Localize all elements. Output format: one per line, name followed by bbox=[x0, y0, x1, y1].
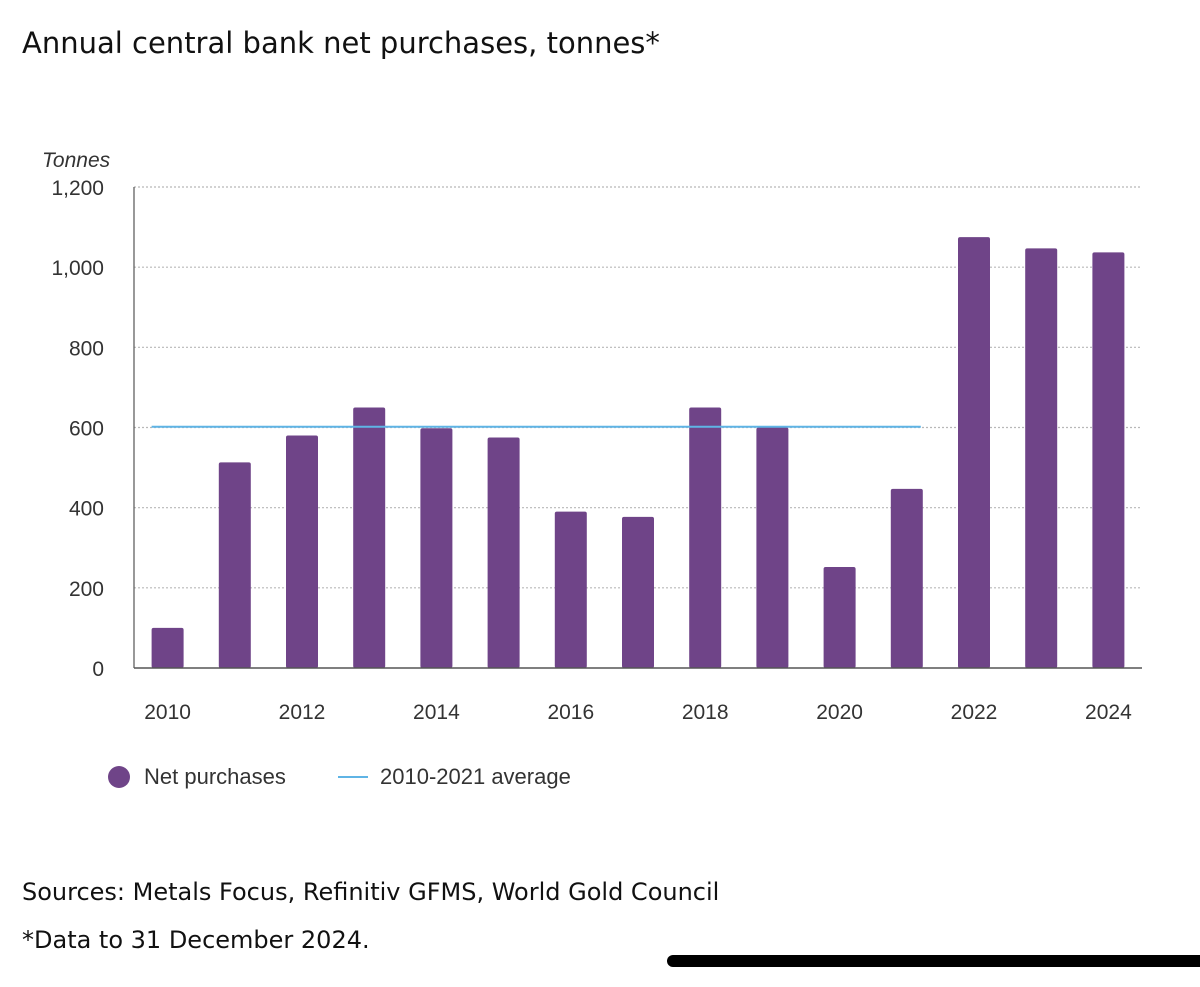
bar-2010 bbox=[151, 627, 184, 668]
bar-2020 bbox=[823, 566, 856, 668]
y-axis-ticks: 0 200 400 600 800 1,000 1,200 bbox=[51, 177, 104, 681]
source-note: Sources: Metals Focus, Refinitiv GFMS, W… bbox=[22, 878, 720, 906]
bars bbox=[151, 237, 1125, 669]
x-tick-label: 2014 bbox=[413, 701, 460, 724]
bar-2022 bbox=[958, 237, 990, 668]
y-axis-label: Tonnes bbox=[42, 149, 111, 172]
bar-2011 bbox=[218, 462, 251, 668]
bar-2023 bbox=[1025, 248, 1058, 668]
x-tick-label: 2016 bbox=[547, 701, 594, 724]
bar-2021 bbox=[890, 488, 923, 668]
bar-2016 bbox=[554, 511, 587, 668]
x-axis-ticks: 2010 2012 2014 2016 2018 2020 2022 2024 bbox=[144, 701, 1132, 724]
footnote: *Data to 31 December 2024. bbox=[22, 926, 370, 954]
bar-2013 bbox=[353, 407, 386, 668]
bar-2012 bbox=[286, 435, 318, 668]
legend-label-average: 2010-2021 average bbox=[380, 764, 571, 789]
x-tick-label: 2010 bbox=[144, 701, 191, 724]
bar-2018 bbox=[689, 407, 722, 668]
x-tick-label: 2018 bbox=[682, 701, 729, 724]
y-tick-label: 400 bbox=[69, 498, 104, 521]
x-tick-label: 2020 bbox=[816, 701, 863, 724]
y-tick-label: 0 bbox=[92, 658, 104, 681]
chart-title: Annual central bank net purchases, tonne… bbox=[22, 26, 660, 60]
bar-2014 bbox=[420, 428, 453, 668]
legend-swatch-average bbox=[338, 776, 368, 778]
legend-swatch-net-purchases bbox=[108, 766, 130, 788]
x-tick-label: 2024 bbox=[1085, 701, 1132, 724]
x-tick-label: 2022 bbox=[951, 701, 998, 724]
home-indicator bbox=[667, 955, 1200, 967]
legend-item-net-purchases: Net purchases bbox=[108, 762, 286, 792]
x-tick-label: 2012 bbox=[279, 701, 326, 724]
bar-2017 bbox=[622, 516, 654, 668]
y-tick-label: 600 bbox=[69, 418, 104, 441]
legend-label-net-purchases: Net purchases bbox=[144, 764, 286, 789]
y-tick-label: 1,200 bbox=[51, 177, 104, 200]
bar-2024 bbox=[1092, 252, 1125, 669]
legend-item-average: 2010-2021 average bbox=[338, 762, 571, 792]
y-tick-label: 200 bbox=[69, 578, 104, 601]
bar-2015 bbox=[487, 437, 520, 668]
y-tick-label: 800 bbox=[69, 337, 104, 360]
y-tick-label: 1,000 bbox=[51, 257, 104, 280]
bar-2019 bbox=[756, 427, 789, 668]
